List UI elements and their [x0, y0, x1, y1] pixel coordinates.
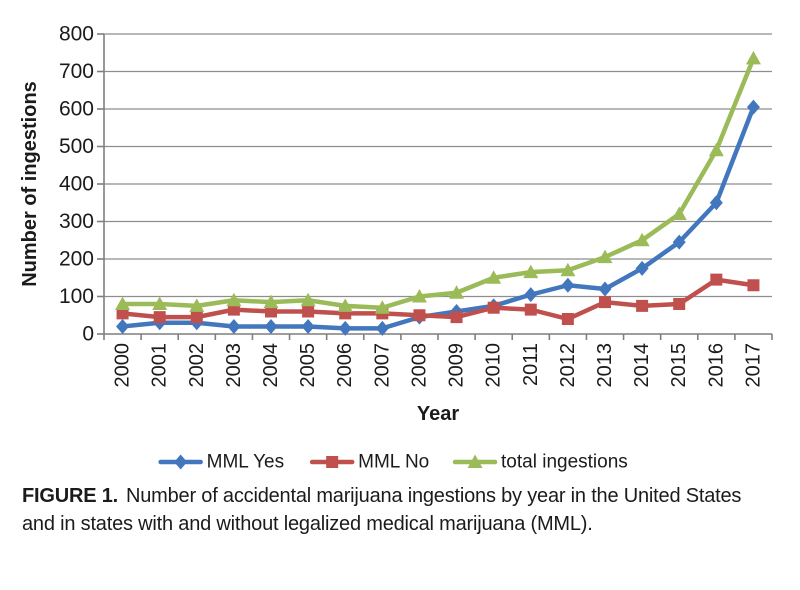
- data-point-mml-no-2016: [710, 273, 723, 286]
- data-point-mml-no-2009: [450, 311, 463, 324]
- data-point-total-ingestions-2002: [189, 298, 205, 312]
- data-point-total-ingestions-2010: [486, 270, 502, 284]
- data-point-mml-no-2000: [116, 307, 129, 320]
- legend-marker-mml-yes: [174, 454, 188, 470]
- y-tick-label: 300: [59, 210, 94, 233]
- x-tick-label: 2012: [557, 343, 579, 388]
- legend-label-mml-yes: MML Yes: [207, 452, 284, 473]
- x-tick-label: 2006: [334, 343, 356, 388]
- data-point-total-ingestions-2016: [708, 142, 724, 157]
- x-tick-label: 2010: [483, 343, 505, 388]
- data-point-mml-yes-2003: [227, 319, 241, 334]
- data-point-mml-yes-2017: [746, 99, 760, 115]
- data-point-mml-yes-2011: [524, 287, 538, 303]
- data-point-mml-yes-2005: [301, 319, 315, 334]
- data-point-mml-yes-2013: [598, 281, 612, 297]
- x-tick-label: 2005: [297, 343, 319, 388]
- data-point-total-ingestions-2013: [597, 249, 613, 264]
- legend-marker-total-ingestions: [467, 454, 483, 468]
- data-point-mml-no-2005: [302, 305, 315, 318]
- data-point-total-ingestions-2008: [411, 289, 427, 303]
- data-point-mml-no-2013: [599, 296, 611, 309]
- series-line-total-ingestions: [120, 56, 756, 310]
- legend-label-mml-no: MML No: [358, 452, 429, 473]
- y-tick-label: 0: [82, 323, 94, 346]
- data-point-total-ingestions-2001: [152, 296, 168, 310]
- data-point-total-ingestions-2003: [226, 292, 242, 307]
- x-tick-label: 2003: [223, 343, 245, 388]
- x-tick-label: 2013: [594, 343, 616, 388]
- x-tick-label: 2000: [112, 343, 134, 388]
- data-point-mml-yes-2004: [264, 319, 278, 334]
- data-point-total-ingestions-2000: [115, 296, 131, 310]
- x-tick-label: 2004: [260, 343, 282, 388]
- x-tick-label: 2009: [446, 343, 468, 388]
- x-tick-label: 2007: [371, 343, 393, 388]
- data-point-total-ingestions-2004: [263, 294, 279, 309]
- data-point-mml-no-2003: [227, 303, 240, 316]
- data-point-mml-no-2017: [747, 279, 760, 292]
- data-point-mml-yes-2015: [672, 234, 686, 250]
- y-tick-label: 100: [59, 285, 94, 308]
- data-point-total-ingestions-2006: [337, 298, 353, 312]
- y-axis-title: Number of ingestions: [19, 81, 41, 287]
- data-point-mml-no-2015: [673, 298, 686, 310]
- data-point-total-ingestions-2014: [634, 232, 650, 247]
- data-point-total-ingestions-2012: [560, 262, 576, 277]
- data-point-mml-no-2002: [190, 311, 203, 324]
- figure-caption-label: FIGURE 1.: [22, 485, 118, 507]
- data-point-total-ingestions-2015: [671, 206, 687, 220]
- x-tick-label: 2002: [186, 343, 208, 388]
- data-point-mml-no-2012: [561, 313, 574, 325]
- data-point-mml-no-2004: [265, 305, 277, 318]
- data-point-total-ingestions-2007: [374, 300, 390, 314]
- data-point-mml-no-2010: [487, 301, 500, 314]
- x-tick-label: 2001: [149, 343, 171, 388]
- data-point-total-ingestions-2009: [449, 285, 465, 299]
- data-point-mml-no-2001: [153, 311, 166, 324]
- data-point-mml-no-2011: [524, 303, 537, 316]
- x-tick-label: 2014: [631, 343, 653, 388]
- y-tick-label: 400: [59, 173, 94, 196]
- data-point-total-ingestions-2005: [300, 292, 316, 307]
- x-tick-label: 2016: [705, 343, 727, 388]
- y-tick-label: 600: [59, 98, 94, 121]
- x-tick-label: 2017: [742, 343, 764, 388]
- y-tick-label: 800: [59, 23, 94, 46]
- data-point-mml-yes-2012: [561, 277, 575, 293]
- figure-caption-text: Number of accidental marijuana ingestion…: [22, 485, 742, 535]
- data-point-mml-yes-2000: [116, 319, 130, 334]
- x-tick-label: 2015: [668, 343, 690, 388]
- y-tick-label: 700: [59, 60, 94, 83]
- series-line-mml-no: [120, 277, 756, 322]
- figure-caption: FIGURE 1. Number of accidental marijuana …: [22, 482, 778, 538]
- x-tick-label: 2008: [408, 343, 430, 388]
- data-point-total-ingestions-2017: [745, 50, 761, 65]
- x-tick-label: 2011: [520, 343, 542, 386]
- legend-marker-mml-no: [326, 456, 339, 468]
- data-point-mml-yes-2016: [709, 195, 723, 211]
- data-point-mml-no-2008: [413, 309, 426, 322]
- data-point-total-ingestions-2011: [523, 264, 539, 279]
- y-tick-label: 500: [59, 135, 94, 158]
- legend-label-total-ingestions: total ingestions: [501, 452, 628, 473]
- data-point-mml-yes-2007: [375, 320, 389, 336]
- data-point-mml-yes-2006: [338, 320, 352, 336]
- data-point-mml-no-2014: [636, 299, 649, 312]
- ingestions-line-chart: 0 100 200 300 400 500 600 700 800 2000 2001 2002 200…: [19, 23, 773, 473]
- data-point-mml-yes-2014: [635, 260, 649, 276]
- y-tick-label: 200: [59, 248, 94, 271]
- x-axis-title: Year: [417, 403, 459, 425]
